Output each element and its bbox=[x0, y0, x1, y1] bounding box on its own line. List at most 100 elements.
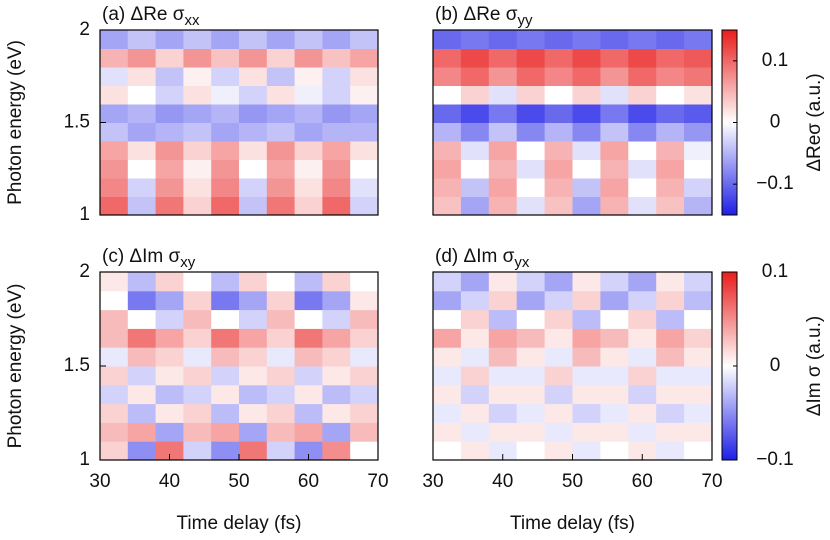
heatmap-cell bbox=[460, 290, 490, 311]
heatmap-cell bbox=[516, 384, 546, 405]
heatmap-cell bbox=[239, 67, 268, 86]
heatmap-cell bbox=[322, 85, 351, 105]
heatmap-cell bbox=[656, 104, 685, 123]
heatmap-cell bbox=[656, 328, 685, 348]
heatmap-cell bbox=[684, 272, 713, 292]
heatmap-cell bbox=[628, 290, 657, 311]
panel-title: (b) ΔRe σyy bbox=[435, 4, 533, 29]
heatmap-cell bbox=[183, 122, 212, 142]
heatmap-cell bbox=[322, 441, 351, 461]
heatmap-cell bbox=[572, 67, 601, 86]
heatmap-cell bbox=[516, 196, 546, 216]
heatmap-cell bbox=[516, 122, 546, 142]
heatmap-cell bbox=[239, 290, 268, 311]
heatmap-cell bbox=[294, 196, 323, 216]
heatmap-cell bbox=[155, 422, 184, 442]
heatmap-cell bbox=[488, 422, 518, 442]
heatmap-cell bbox=[656, 290, 685, 311]
heatmap-cell bbox=[628, 141, 657, 160]
heatmap-cell bbox=[100, 141, 129, 160]
heatmap-cell bbox=[600, 347, 629, 367]
y-tick-label: 1.5 bbox=[64, 112, 90, 133]
heatmap-cell bbox=[488, 403, 518, 423]
heatmap-cell bbox=[600, 403, 629, 423]
x-tick-label: 40 bbox=[492, 471, 513, 492]
heatmap-cell bbox=[211, 159, 240, 179]
heatmap-cell bbox=[294, 403, 323, 423]
heatmap-cell bbox=[488, 48, 518, 68]
heatmap-cell bbox=[656, 309, 685, 329]
heatmap-cell bbox=[433, 290, 462, 311]
heatmap-cell bbox=[460, 366, 490, 386]
heatmap-cell bbox=[239, 104, 268, 123]
x-tick-label: 70 bbox=[701, 471, 722, 492]
panel-title: (d) ΔIm σyx bbox=[435, 246, 530, 271]
heatmap-cell bbox=[322, 178, 351, 197]
heatmap-cell bbox=[488, 290, 518, 311]
heatmap-cell bbox=[127, 366, 157, 386]
heatmap-cell bbox=[155, 85, 184, 105]
heatmap-cell bbox=[516, 403, 546, 423]
heatmap-cell bbox=[628, 309, 657, 329]
heatmap-cell bbox=[516, 290, 546, 311]
heatmap-cell bbox=[433, 384, 462, 405]
heatmap-cell bbox=[572, 366, 601, 386]
heatmap-cell bbox=[322, 122, 351, 142]
heatmap-cell bbox=[183, 85, 212, 105]
heatmap-cell bbox=[322, 422, 351, 442]
heatmap-cell bbox=[211, 441, 240, 461]
heatmap-cell bbox=[211, 104, 240, 123]
heatmap-cell bbox=[183, 159, 212, 179]
heatmap-cell bbox=[322, 403, 351, 423]
heatmap-cell bbox=[656, 366, 685, 386]
heatmap-cell bbox=[600, 48, 629, 68]
heatmap-cell bbox=[572, 309, 601, 329]
heatmap-cell bbox=[544, 309, 573, 329]
heatmap-cell bbox=[488, 85, 518, 105]
heatmap-cell bbox=[322, 48, 351, 68]
heatmap-cell bbox=[100, 328, 129, 348]
heatmap-cell bbox=[684, 328, 713, 348]
heatmap-cell bbox=[266, 178, 296, 197]
heatmap-cell bbox=[183, 347, 212, 367]
heatmap-cell bbox=[516, 159, 546, 179]
heatmap-cell bbox=[100, 272, 129, 292]
heatmap-cell bbox=[628, 328, 657, 348]
heatmap-cell bbox=[600, 159, 629, 179]
heatmap-cell bbox=[350, 366, 379, 386]
x-tick-label: 60 bbox=[632, 471, 653, 492]
heatmap-cell bbox=[239, 196, 268, 216]
heatmap-cell bbox=[460, 196, 490, 216]
heatmap-cell bbox=[294, 141, 323, 160]
heatmap-cell bbox=[100, 422, 129, 442]
heatmap-cell bbox=[684, 441, 713, 461]
panel-title-sub: yy bbox=[518, 12, 534, 29]
heatmap-cell bbox=[266, 366, 296, 386]
panel-title-sub: xx bbox=[185, 12, 201, 29]
heatmap-cell bbox=[155, 30, 184, 49]
heatmap-cell bbox=[433, 196, 462, 216]
heatmap-cell bbox=[155, 272, 184, 292]
heatmap-cell bbox=[294, 30, 323, 49]
heatmap-cell bbox=[544, 366, 573, 386]
heatmap-cell bbox=[211, 272, 240, 292]
heatmap-cell bbox=[183, 366, 212, 386]
heatmap-cell bbox=[628, 48, 657, 68]
heatmap-cell bbox=[183, 328, 212, 348]
panel-title-main: (d) ΔIm σ bbox=[435, 246, 515, 267]
heatmap-cell bbox=[684, 178, 713, 197]
heatmap-cell bbox=[488, 309, 518, 329]
heatmap-cell bbox=[183, 67, 212, 86]
heatmap-cell bbox=[211, 309, 240, 329]
heatmap-cell bbox=[433, 122, 462, 142]
heatmap-cell bbox=[460, 422, 490, 442]
heatmap-cell bbox=[322, 384, 351, 405]
heatmap-cell bbox=[266, 403, 296, 423]
colorbar-label: ΔReσ (a.u.) bbox=[804, 73, 825, 171]
colorbar-tick-label: −0.1 bbox=[756, 449, 794, 470]
heatmap-cell bbox=[628, 347, 657, 367]
heatmap-cell bbox=[628, 30, 657, 49]
heatmap-cell bbox=[183, 30, 212, 49]
heatmap-cell bbox=[350, 422, 379, 442]
